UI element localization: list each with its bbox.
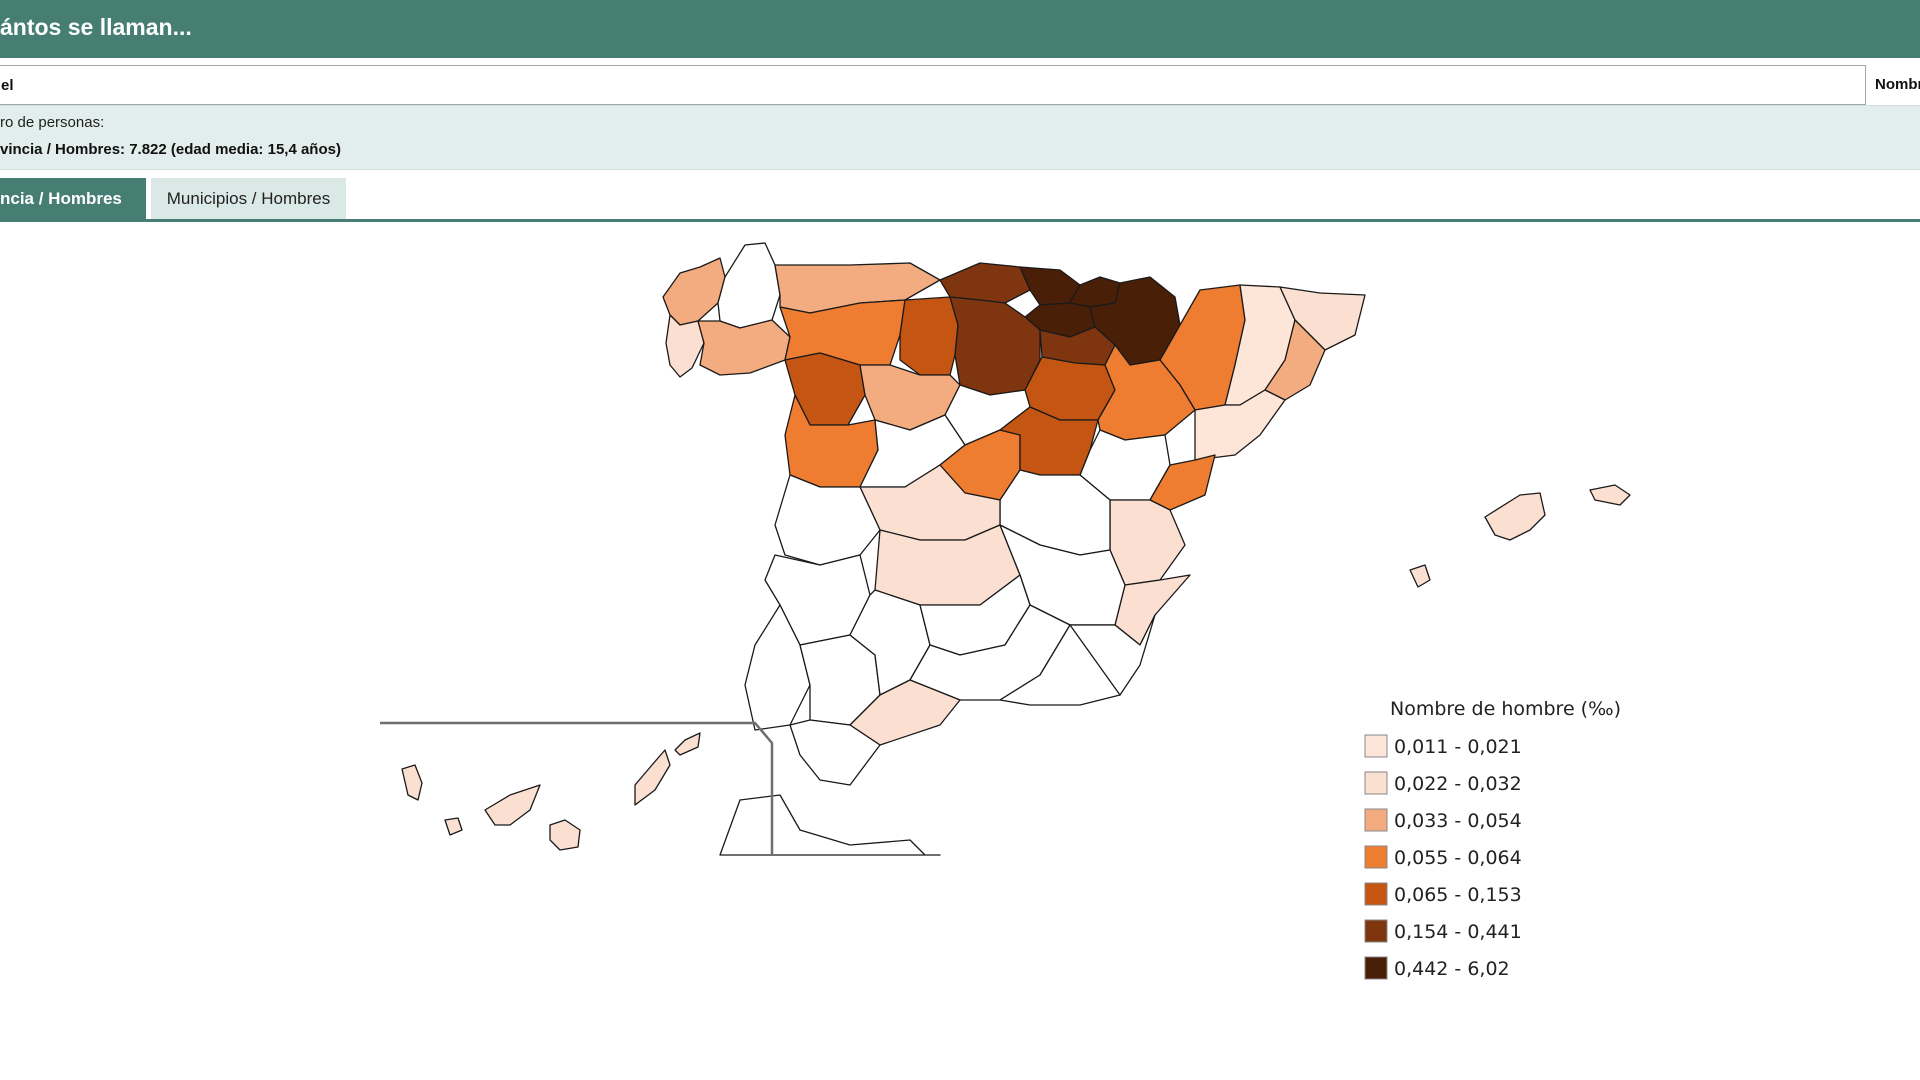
province-la-gomera	[444, 817, 463, 836]
page-title: ántos se llaman...	[0, 14, 192, 40]
choropleth-map: Nombre de hombre (‰) 0,011 - 0,021 0,022 -…	[320, 225, 1680, 1055]
province-burgos	[949, 296, 1041, 396]
search-side-label: Nombr	[1875, 76, 1920, 93]
province-valencia	[1109, 499, 1186, 586]
province-ourense	[697, 319, 791, 376]
legend-label-3: 0,055 - 0,064	[1394, 847, 1522, 869]
province-murcia	[1069, 614, 1156, 696]
search-row: el Nombr	[0, 65, 1920, 105]
province-la-palma	[401, 764, 423, 801]
search-input-value: el	[1, 77, 14, 94]
spain-map: Nombre de hombre (‰) 0,011 - 0,021 0,022 -…	[320, 242, 1631, 980]
north-africa-coast	[719, 794, 941, 856]
province-guipuzcoa	[1069, 276, 1121, 308]
province-pontevedra	[665, 314, 705, 378]
province-lanzarote	[674, 732, 701, 756]
legend-label-5: 0,154 - 0,441	[1394, 921, 1522, 943]
legend-label-1: 0,022 - 0,032	[1394, 773, 1522, 795]
province-lugo	[717, 242, 781, 329]
province-a-coruna	[662, 257, 726, 326]
legend-swatch-1	[1364, 771, 1388, 795]
province-fuerteventura	[634, 749, 671, 806]
info-panel: ro de personas: vincia / Hombres: 7.822 …	[0, 105, 1920, 170]
legend-label-4: 0,065 - 0,153	[1394, 884, 1522, 906]
legend-swatch-2	[1364, 808, 1388, 832]
province-baleares-ibiza	[1409, 564, 1431, 588]
province-guadalajara	[999, 406, 1099, 476]
legend-label-2: 0,033 - 0,054	[1394, 810, 1522, 832]
legend-label-6: 0,442 - 6,02	[1394, 958, 1510, 980]
legend-label-0: 0,011 - 0,021	[1394, 736, 1522, 758]
province-baleares-mallorca	[1484, 492, 1546, 541]
legend-swatch-5	[1364, 919, 1388, 943]
province-palencia	[899, 296, 959, 376]
legend-swatch-3	[1364, 845, 1388, 869]
legend-swatch-0	[1364, 734, 1388, 758]
canarias-inset-frame	[320, 721, 774, 855]
name-search-input[interactable]: el	[0, 65, 1866, 105]
tab-bar: ncia / Hombres Municipios / Hombres	[0, 178, 1920, 222]
app-header: ántos se llaman...	[0, 0, 1920, 58]
legend-swatch-6	[1364, 956, 1388, 980]
tab-municipios-hombres[interactable]: Municipios / Hombres	[151, 178, 346, 219]
province-baleares-menorca	[1589, 484, 1631, 506]
province-tenerife	[484, 784, 541, 826]
people-count-value: vincia / Hombres: 7.822 (edad media: 15,…	[0, 141, 341, 158]
province-cadiz	[789, 719, 881, 786]
legend-title: Nombre de hombre (‰)	[1390, 698, 1621, 720]
province-gran-canaria	[549, 819, 581, 851]
legend-swatch-4	[1364, 882, 1388, 906]
map-legend: Nombre de hombre (‰) 0,011 - 0,021 0,022 -…	[1364, 698, 1621, 980]
tab-provincia-hombres[interactable]: ncia / Hombres	[0, 178, 146, 219]
province-vizcaya	[1019, 266, 1081, 306]
people-count-label: ro de personas:	[0, 114, 105, 131]
